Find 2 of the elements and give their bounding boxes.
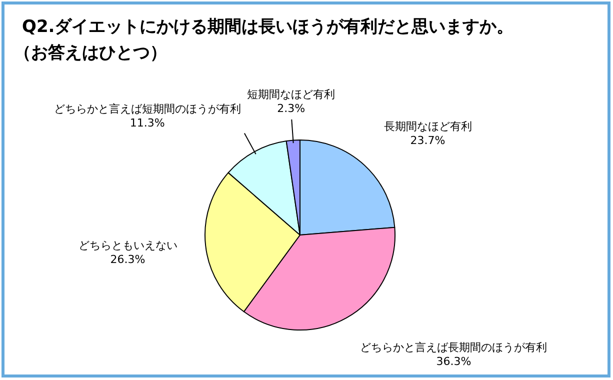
- chart-title: Q2.ダイエットにかける期間は長いほうが有利だと思いますか。: [22, 17, 514, 37]
- chart-subtitle: （お答えはひとつ）: [14, 43, 167, 63]
